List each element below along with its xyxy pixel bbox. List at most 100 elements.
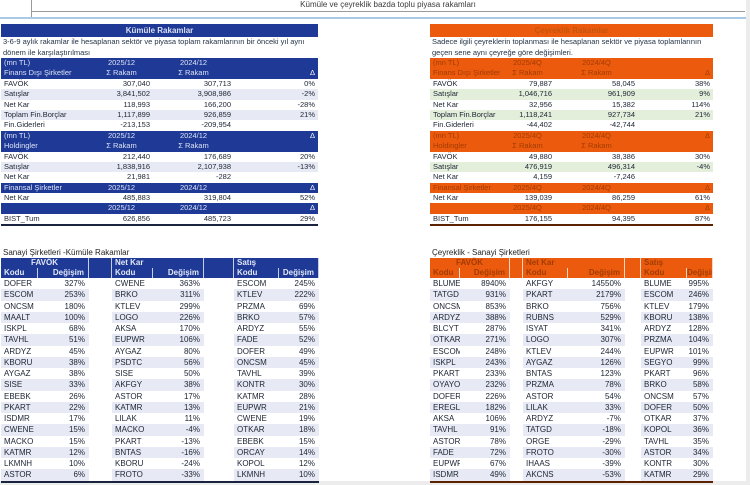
- code-cell: PKART: [115, 436, 142, 446]
- code-cell: BRKO: [526, 301, 549, 311]
- code-cell: DOFER: [433, 391, 460, 401]
- code-cell: AKCNS: [523, 469, 568, 481]
- change-header-cell: Değişim: [279, 268, 319, 278]
- change-cell: 170%: [179, 324, 200, 333]
- data-row: CWENE 15% MACKO -4% OTKAR 18%: [1, 424, 319, 436]
- gap-cell: [89, 379, 112, 391]
- change-cell: 271%: [460, 334, 510, 346]
- change-cell: 138%: [687, 311, 713, 323]
- title-underline: [31, 11, 745, 12]
- data-row: KBORU 38% PSDTC 56% ONCSM 45%: [1, 356, 319, 368]
- change-cell: 106%: [485, 414, 506, 423]
- data-row: MAALT 100% LOGO 226% BRKO 57%: [1, 311, 319, 323]
- delta-value-cell: -28%: [297, 99, 315, 109]
- gap-cell: [204, 458, 234, 470]
- gap-cell: [89, 458, 112, 470]
- gap-cell: [204, 323, 234, 335]
- value-period2-cell: -7,246: [613, 172, 635, 182]
- code-cell: OTKAR: [234, 424, 279, 436]
- code-cell: ISDMR: [430, 469, 460, 481]
- change-cell: 341%: [600, 324, 621, 333]
- change-cell: -13%: [181, 436, 200, 446]
- code-cell: KATMR: [237, 391, 265, 401]
- section-label-cell: [1, 203, 90, 213]
- data-row: EREGL 182% LILAK 33% DOFER 50%: [430, 401, 713, 413]
- data-row: Net Kar 4,159 -7,246: [430, 172, 713, 182]
- period-1-header-cell: 2025/4Q: [513, 58, 542, 67]
- gap-cell: [204, 401, 234, 413]
- value-period1-cell: 1,118,241: [519, 109, 552, 119]
- change-header-cell: Değişim: [568, 268, 625, 278]
- change-cell: 101%: [688, 346, 709, 356]
- quarterly-rows: (mn TL) 2025/4Q 2024/4Q Finans Dışı Şirketl…: [430, 58, 713, 224]
- code-cell: ASTOR: [1, 469, 38, 481]
- gap-cell: [510, 424, 523, 436]
- change-cell: 26%: [68, 391, 85, 401]
- change-cell: 2179%: [568, 289, 625, 301]
- gap-cell: [625, 300, 641, 312]
- code-cell: TAVHL: [237, 369, 262, 378]
- code-cell: LOGO: [523, 334, 568, 346]
- code-cell: ISKPL: [430, 356, 460, 368]
- gap-cell: [89, 300, 112, 312]
- code-cell: CWENE: [115, 279, 145, 288]
- data-row: Satışlar 476,919 496,314 -4%: [430, 161, 713, 173]
- value-period2-cell: 961,909: [607, 89, 635, 99]
- data-row: Fin.Giderleri -213,153 -209,954: [1, 120, 318, 130]
- period-2-header-cell: Σ Rakam: [581, 68, 612, 78]
- section-label-cell: Holdingler: [433, 141, 467, 151]
- row-label-cell: Satışlar: [433, 161, 459, 171]
- change-cell: -7%: [606, 414, 621, 423]
- gap-cell: [510, 311, 523, 323]
- delta-header-cell: Δ: [704, 203, 710, 213]
- gap-cell: [625, 401, 641, 413]
- gap-cell: [510, 435, 523, 447]
- gap-cell: [625, 379, 641, 391]
- gap-cell: [625, 278, 641, 290]
- gap-cell: [204, 424, 234, 436]
- code-cell: LKMNH: [4, 459, 33, 468]
- cumulative-title-bar: Kümüle Rakamlar: [1, 24, 318, 37]
- change-cell: -53%: [568, 469, 625, 481]
- code-cell: PRZMA: [523, 379, 568, 391]
- data-row: AYGAZ 38% SISE 50% TAVHL 39%: [1, 368, 319, 380]
- change-cell: 57%: [692, 391, 709, 401]
- section-label-cell: Finans Dışı Şirketler: [433, 68, 500, 78]
- code-cell: KTLEV: [234, 289, 279, 301]
- change-cell: 11%: [184, 414, 200, 423]
- gap-cell: [510, 334, 523, 346]
- delta-value-cell: 52%: [299, 193, 315, 203]
- gap-cell: [204, 368, 234, 380]
- data-row: BIST_Tum 626,856 485,723 29%: [1, 214, 318, 224]
- change-cell: 226%: [153, 311, 204, 323]
- change-cell: 38%: [38, 356, 89, 368]
- period-1-header-cell: 2025/4Q: [513, 182, 542, 192]
- section-header-row: 2025/12 2024/12 Δ: [1, 203, 318, 214]
- period-2-header-cell: 2024/12: [179, 203, 208, 213]
- row-label-cell: Fin.Giderleri: [4, 120, 45, 130]
- gap-cell: [204, 345, 234, 357]
- change-cell: 15%: [68, 436, 85, 446]
- data-row: EBEBK 26% ASTOR 17% KATMR 28%: [1, 390, 319, 402]
- change-cell: 13%: [153, 401, 204, 413]
- value-period2-cell: 86,259: [612, 193, 635, 203]
- change-cell: 38%: [153, 379, 204, 391]
- gap-cell: [510, 368, 523, 380]
- change-cell: 39%: [298, 369, 315, 378]
- change-cell: 28%: [298, 391, 315, 401]
- gap-cell: [204, 390, 234, 402]
- delta-value-cell: 20%: [299, 151, 315, 161]
- value-period2-cell: -282: [215, 172, 231, 182]
- period-2-header-cell: 2024/12: [179, 130, 208, 140]
- period-1-header-cell: 2025/12: [107, 182, 136, 192]
- change-cell: 8940%: [481, 279, 506, 288]
- change-cell: 45%: [279, 356, 319, 368]
- section-header-row: Finans Dışı Şirketler Σ Rakam Σ Rakam Δ: [1, 68, 318, 79]
- gap-cell: [510, 323, 523, 335]
- code-cell: LOGO: [112, 311, 153, 323]
- gap-cell: [89, 323, 112, 335]
- period-1-header-cell: Σ Rakam: [512, 68, 543, 78]
- code-cell: SEGYO: [641, 356, 687, 368]
- change-cell: 10%: [68, 459, 85, 468]
- gap-cell: [89, 401, 112, 413]
